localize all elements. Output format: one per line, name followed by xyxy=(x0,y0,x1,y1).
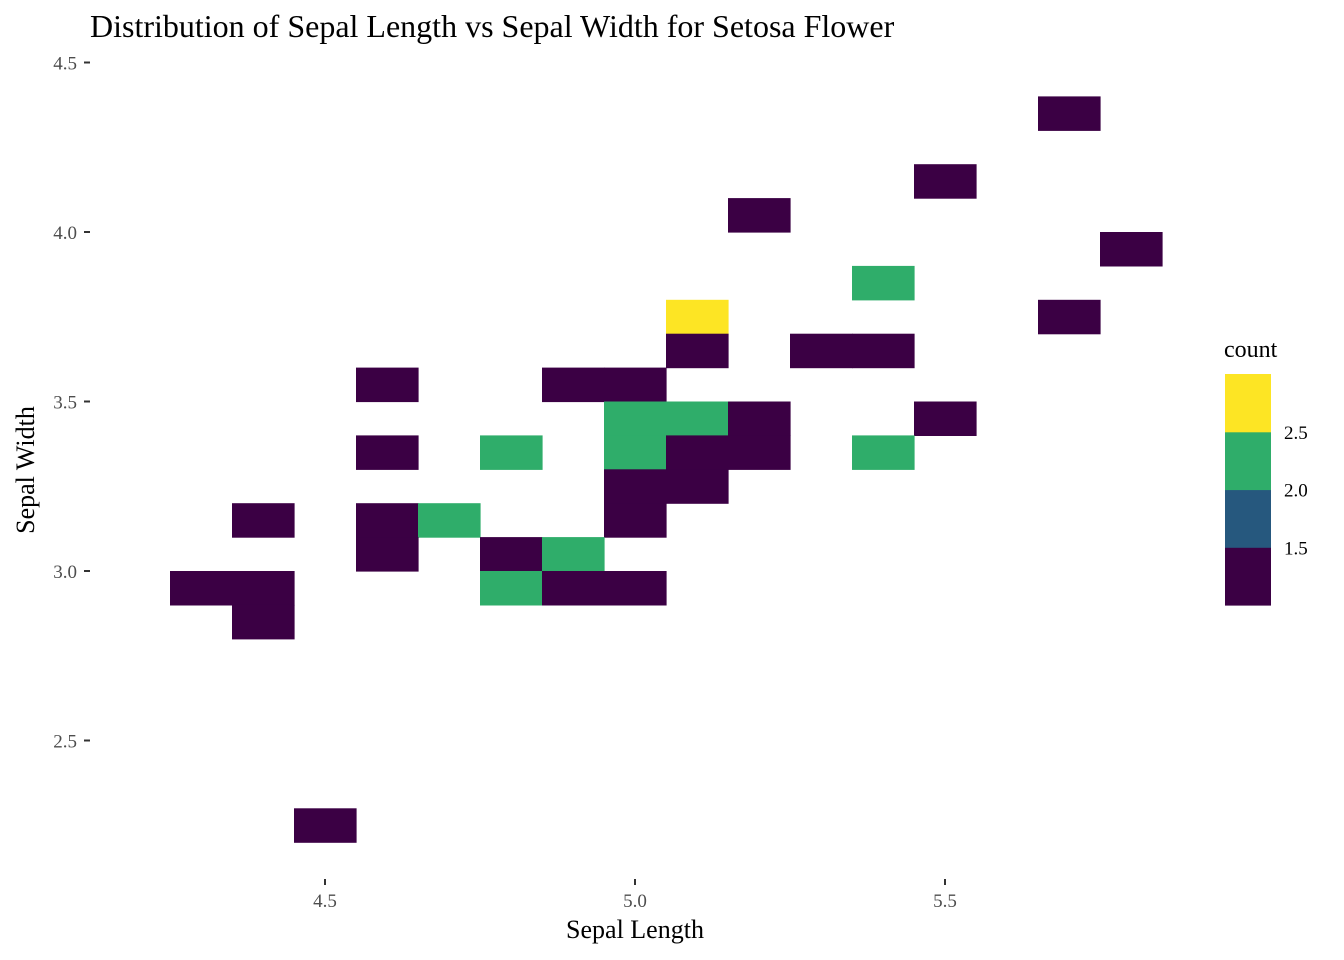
legend-title: count xyxy=(1224,337,1278,363)
legend-color-band xyxy=(1225,547,1271,606)
heatmap-bin xyxy=(542,571,605,606)
heatmap-bin xyxy=(542,367,605,403)
y-tick-label: 2.5 xyxy=(53,732,77,753)
legend-tick-label: 1.5 xyxy=(1284,538,1308,559)
heatmap-bin xyxy=(604,401,667,436)
legend-labels: 1.5 2.0 2.5 xyxy=(1284,423,1308,560)
legend-color-band xyxy=(1225,489,1271,548)
plot-area: 4.5 5.0 5.5 2.5 3.0 3.5 4.0 4.5 xyxy=(53,54,1163,912)
heatmap-bin xyxy=(480,571,543,606)
heatmap-bin xyxy=(356,503,419,538)
x-axis: 4.5 5.0 5.5 xyxy=(313,879,957,912)
x-tick-label: 4.5 xyxy=(313,891,337,912)
y-axis-title: Sepal Width xyxy=(11,406,40,534)
y-tick-label: 4.5 xyxy=(53,54,77,75)
y-tick-label: 3.5 xyxy=(53,393,77,414)
heatmap-bin xyxy=(294,808,357,843)
heatmap-bin xyxy=(728,198,791,233)
y-tick-label: 3.0 xyxy=(53,562,77,583)
heatmap-bin xyxy=(790,333,853,369)
x-tick-label: 5.0 xyxy=(623,891,647,912)
y-axis: 2.5 3.0 3.5 4.0 4.5 xyxy=(53,54,90,753)
heatmap-bin xyxy=(356,435,419,470)
heatmap-bin xyxy=(914,164,977,199)
heatmap-bin xyxy=(604,469,667,504)
heatmap-bin xyxy=(1038,96,1101,131)
heatmap-bin xyxy=(666,401,729,436)
legend-color-band xyxy=(1225,431,1271,491)
heatmap-bins xyxy=(170,96,1163,843)
heatmap-bin xyxy=(356,537,419,572)
heatmap-bin xyxy=(852,265,915,301)
heatmap-bin xyxy=(604,367,667,403)
legend-tick-label: 2.0 xyxy=(1284,481,1308,502)
x-tick-label: 5.5 xyxy=(933,891,957,912)
heatmap-bin xyxy=(666,299,729,335)
heatmap-bin xyxy=(480,537,543,572)
heatmap-bin xyxy=(852,435,915,470)
heatmap-bin xyxy=(666,333,729,369)
heatmap-bin xyxy=(728,435,791,470)
heatmap-bin xyxy=(1100,232,1163,267)
legend-colorbar xyxy=(1225,374,1271,606)
heatmap-bin xyxy=(604,435,667,470)
heatmap-bin xyxy=(728,401,791,436)
heatmap-bin xyxy=(232,604,295,640)
y-tick-label: 4.0 xyxy=(53,223,77,244)
heatmap-bin xyxy=(480,435,543,470)
heatmap-bin xyxy=(666,435,729,470)
heatmap-bin xyxy=(666,469,729,504)
chart-title: Distribution of Sepal Length vs Sepal Wi… xyxy=(90,8,895,44)
heatmap-bin xyxy=(170,571,233,606)
heatmap-bin xyxy=(1038,299,1101,335)
heatmap-bin xyxy=(232,571,295,606)
heatmap-bin xyxy=(604,571,667,606)
heatmap-bin xyxy=(542,537,605,572)
x-axis-title: Sepal Length xyxy=(566,915,704,944)
heatmap-bin xyxy=(356,367,419,403)
heatmap-bin xyxy=(604,503,667,538)
legend-tick-label: 2.5 xyxy=(1284,423,1308,444)
heatmap-bin xyxy=(232,503,295,538)
heatmap-bin xyxy=(418,503,481,538)
color-legend: count 1.5 2.0 2.5 xyxy=(1224,337,1308,606)
heatmap-bin xyxy=(852,333,915,369)
legend-color-band xyxy=(1225,374,1271,433)
heatmap-bin xyxy=(914,401,977,436)
